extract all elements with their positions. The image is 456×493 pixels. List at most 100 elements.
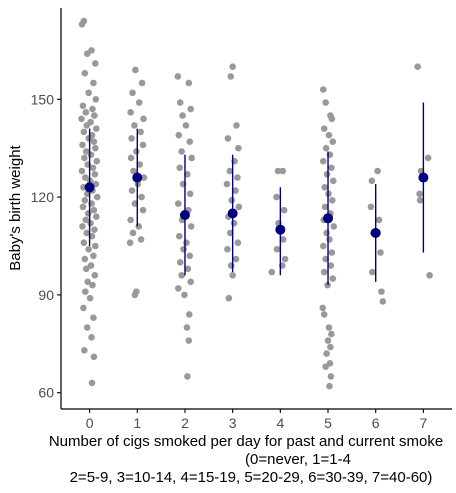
data-point [87, 219, 94, 227]
data-point [224, 245, 231, 253]
data-point [327, 373, 335, 380]
data-point [235, 144, 242, 152]
data-point [129, 229, 137, 237]
data-point [327, 262, 335, 269]
data-point [279, 167, 287, 175]
data-point [88, 232, 96, 240]
data-point [329, 177, 337, 185]
data-point [227, 262, 235, 269]
data-point [79, 223, 86, 230]
y-tick-label: 120 [31, 189, 55, 205]
data-point [321, 203, 329, 211]
x-axis-title-line-1: Number of cigs smoked per day for past a… [49, 433, 443, 450]
x-tick-label: 2 [181, 415, 189, 431]
data-point [323, 350, 330, 357]
data-point [85, 245, 92, 253]
data-point [89, 164, 97, 172]
data-point [84, 210, 92, 217]
data-point [138, 193, 145, 201]
data-point [229, 272, 236, 279]
data-point [131, 200, 139, 207]
data-point [91, 170, 99, 178]
data-point [329, 138, 337, 145]
x-tick-label: 6 [372, 415, 380, 431]
data-point [281, 255, 289, 263]
data-point [179, 112, 186, 119]
data-point [328, 115, 336, 123]
data-point [186, 252, 194, 260]
data-point [176, 164, 184, 172]
data-point [127, 154, 135, 162]
data-point [92, 213, 100, 220]
data-point [92, 144, 99, 152]
data-point [90, 79, 97, 87]
data-point [329, 197, 336, 204]
data-point [322, 99, 329, 106]
data-point [139, 206, 147, 214]
data-point [232, 255, 240, 263]
data-point [82, 265, 90, 273]
data-point [82, 288, 89, 295]
data-point [378, 288, 385, 295]
data-point [87, 262, 95, 269]
data-point [186, 190, 194, 198]
data-point [80, 304, 87, 312]
data-point [176, 258, 184, 266]
data-point [328, 249, 336, 256]
data-point [79, 203, 87, 211]
data-point [226, 167, 234, 175]
data-point [325, 131, 333, 139]
data-point [324, 337, 332, 344]
data-point [230, 219, 238, 227]
data-point [226, 229, 234, 237]
data-point [91, 226, 98, 233]
data-point [137, 128, 144, 136]
axes [60, 8, 452, 410]
data-point [323, 229, 330, 237]
x-tick-label: 1 [133, 415, 141, 431]
data-point [92, 242, 99, 250]
mean-point [370, 227, 381, 238]
data-point [323, 170, 331, 178]
data-point [181, 291, 188, 299]
data-point [319, 157, 327, 165]
data-point [187, 278, 194, 286]
data-point [92, 125, 100, 132]
data-point [140, 174, 148, 181]
data-point [327, 343, 334, 351]
data-point [133, 148, 140, 155]
data-point [83, 229, 91, 237]
data-point [130, 167, 137, 175]
mean-point [179, 210, 190, 221]
data-point [82, 216, 90, 224]
data-point [91, 272, 99, 279]
data-point [175, 285, 182, 292]
data-point [93, 193, 101, 201]
data-point [186, 138, 194, 145]
data-point [129, 89, 136, 97]
data-point [139, 141, 147, 149]
x-ticks: 0 1 2 3 4 5 6 7 [86, 409, 427, 431]
data-point [82, 109, 90, 116]
data-point [187, 105, 194, 113]
data-point [326, 236, 333, 243]
data-point [233, 122, 240, 129]
data-point [224, 135, 232, 142]
data-point [87, 151, 95, 159]
data-point [182, 122, 190, 129]
data-point [377, 249, 384, 256]
data-point [180, 245, 187, 253]
data-point [424, 154, 432, 162]
data-point [81, 154, 88, 162]
data-point [321, 184, 328, 191]
data-point [78, 167, 86, 175]
data-point [319, 304, 327, 312]
data-point [329, 275, 337, 282]
data-point [83, 50, 91, 57]
data-point [86, 294, 94, 302]
data-point [90, 206, 98, 214]
data-point [80, 239, 88, 247]
data-point [234, 239, 242, 247]
data-point [79, 141, 86, 149]
